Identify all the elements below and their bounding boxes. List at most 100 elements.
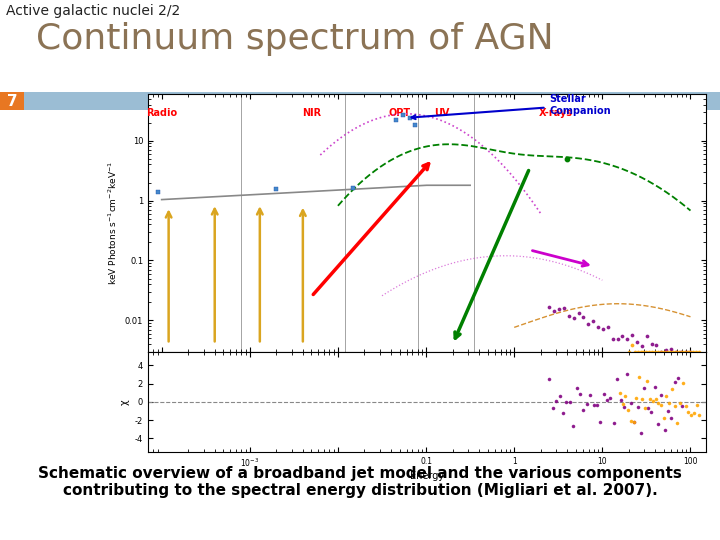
Point — [611, 375, 623, 383]
Point — [562, 154, 573, 163]
Bar — [0, 92, 24, 110]
Y-axis label: χ: χ — [120, 399, 130, 404]
Point — [608, 418, 620, 427]
Point — [682, 347, 693, 356]
Point — [615, 395, 626, 404]
Point — [631, 393, 642, 402]
Point — [649, 347, 661, 356]
Point — [598, 390, 609, 399]
Point — [626, 341, 637, 349]
Point — [623, 347, 634, 356]
Bar — [0, 92, 720, 110]
Point — [655, 401, 667, 409]
Point — [664, 347, 675, 356]
Point — [667, 347, 679, 356]
Point — [595, 417, 606, 426]
Point — [567, 422, 579, 430]
Point — [551, 397, 562, 406]
Text: Schematic overview of a broadband jet model and the various components: Schematic overview of a broadband jet mo… — [38, 466, 682, 481]
Point — [688, 347, 699, 356]
Point — [152, 187, 163, 196]
Point — [675, 399, 686, 407]
Point — [672, 374, 684, 382]
Point — [673, 347, 685, 356]
Text: Continuum spectrum of AGN: Continuum spectrum of AGN — [36, 22, 554, 56]
Point — [348, 183, 359, 192]
Point — [631, 338, 643, 347]
Point — [670, 347, 682, 356]
Point — [644, 347, 655, 356]
Point — [651, 340, 662, 349]
Point — [693, 410, 705, 419]
Point — [655, 347, 667, 356]
Point — [683, 407, 694, 416]
Point — [575, 389, 586, 398]
Point — [632, 347, 644, 356]
Point — [404, 113, 415, 122]
Point — [652, 420, 664, 429]
Point — [680, 402, 691, 410]
Point — [582, 319, 594, 328]
Point — [635, 429, 647, 437]
Point — [581, 400, 593, 409]
Point — [397, 111, 409, 119]
Y-axis label: keV Photons s$^{-1}$cm$^{-2}$keV$^{-1}$: keV Photons s$^{-1}$cm$^{-2}$keV$^{-1}$ — [107, 161, 120, 285]
Point — [676, 402, 688, 411]
Point — [568, 313, 580, 322]
Point — [625, 416, 636, 425]
Point — [616, 332, 628, 340]
Point — [554, 305, 565, 314]
Point — [649, 383, 660, 391]
Point — [605, 394, 616, 402]
Point — [660, 346, 672, 355]
Point — [649, 395, 661, 403]
Point — [622, 406, 634, 414]
Point — [626, 331, 638, 340]
Point — [588, 401, 599, 410]
Ellipse shape — [235, 368, 485, 414]
Text: 7: 7 — [6, 93, 17, 109]
Point — [669, 402, 680, 410]
Point — [544, 374, 555, 383]
Point — [620, 392, 631, 400]
Text: NIR: NIR — [302, 108, 321, 118]
Point — [625, 398, 636, 407]
Point — [661, 392, 672, 401]
Point — [544, 302, 555, 311]
Point — [632, 403, 644, 411]
Point — [629, 417, 640, 426]
Point — [549, 306, 560, 315]
Point — [670, 347, 682, 356]
Point — [607, 335, 618, 343]
Point — [628, 417, 639, 426]
Point — [602, 323, 613, 332]
Point — [614, 388, 626, 397]
Text: Stellar
Companion: Stellar Companion — [412, 94, 611, 119]
Point — [693, 347, 705, 356]
Point — [634, 373, 645, 382]
Point — [688, 409, 700, 417]
Point — [652, 399, 664, 408]
Point — [647, 347, 658, 356]
Point — [647, 396, 659, 405]
Point — [655, 347, 667, 356]
Point — [675, 347, 686, 356]
Point — [690, 401, 702, 409]
Point — [644, 395, 656, 403]
Text: contributing to the spectral energy distribution (Migliari et al. 2007).: contributing to the spectral energy dist… — [63, 483, 657, 498]
Point — [656, 390, 667, 399]
Text: Radio: Radio — [146, 108, 177, 118]
Point — [612, 335, 624, 344]
Point — [571, 383, 582, 392]
Point — [679, 347, 690, 356]
Point — [642, 377, 653, 386]
Point — [645, 408, 657, 416]
Point — [685, 347, 696, 356]
Point — [642, 403, 654, 412]
Point — [646, 340, 657, 348]
Point — [685, 347, 696, 356]
Point — [652, 347, 664, 356]
Point — [554, 392, 565, 401]
Point — [669, 377, 680, 386]
Point — [557, 408, 569, 417]
